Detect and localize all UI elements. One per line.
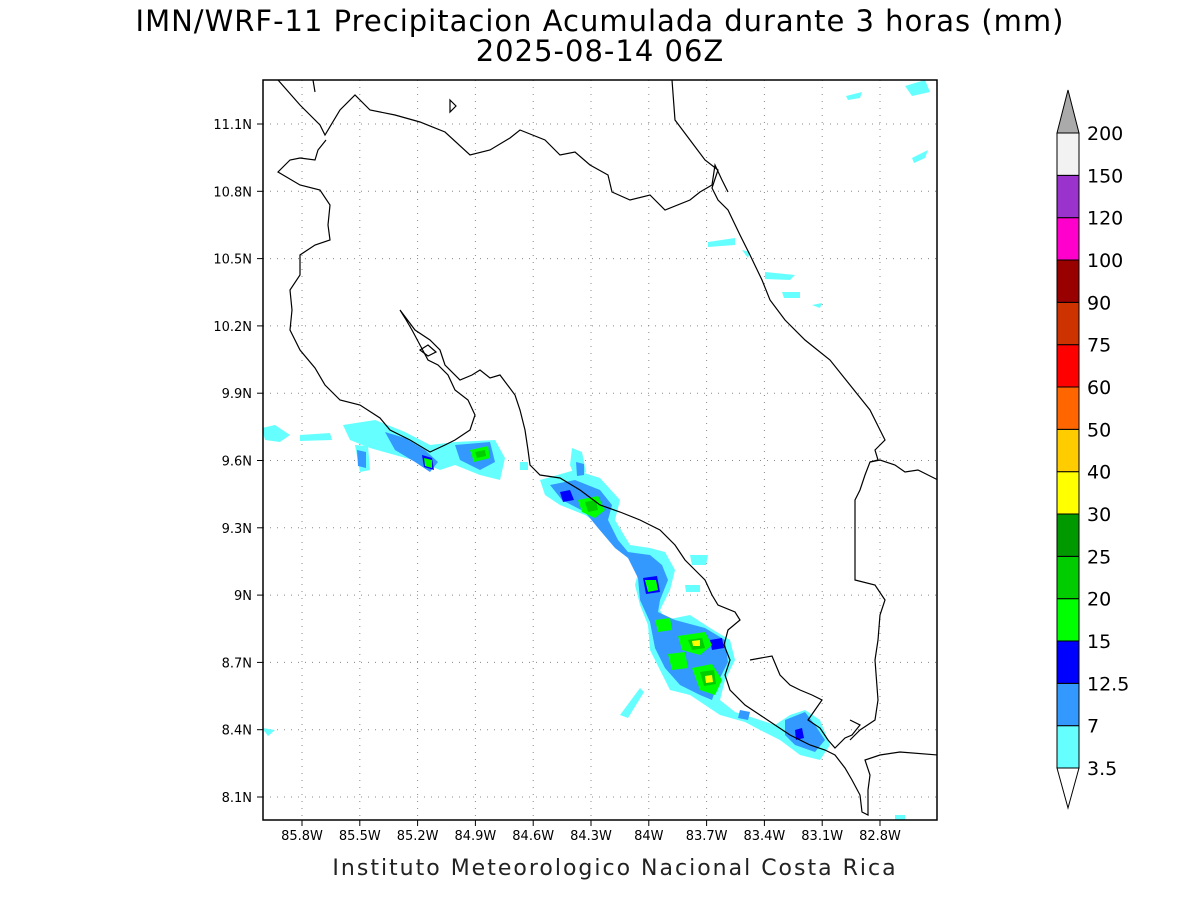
lat-tick-label: 10.8N — [213, 185, 252, 200]
lon-tick-label: 82.8W — [859, 829, 901, 844]
rain-cell — [895, 815, 905, 820]
lat-tick-label: 8.4N — [222, 724, 252, 739]
lat-tick-label: 10.2N — [213, 320, 252, 335]
colorbar-segment — [1056, 682, 1080, 727]
rain-cell — [785, 712, 825, 752]
lon-tick-label: 85.8W — [281, 829, 323, 844]
rain-cell — [475, 450, 486, 458]
precipitation-field — [263, 80, 930, 820]
colorbar-label: 40 — [1087, 462, 1111, 484]
colorbar-label: 100 — [1087, 250, 1123, 272]
rain-cell — [645, 580, 658, 592]
colorbar-segment — [1056, 259, 1080, 303]
lon-tick-label: 85.2W — [397, 829, 439, 844]
rain-cell — [742, 250, 750, 258]
lat-tick-label: 8.7N — [222, 656, 252, 671]
rain-cell — [782, 292, 800, 298]
colorbar-segment — [1056, 217, 1080, 261]
latitude-labels: 11.1N 10.8N 10.5N 10.2N 9.9N 9.6N 9.3N 9N 8.7N 8.… — [213, 118, 263, 806]
rain-cell — [560, 490, 574, 502]
colorbar-label: 75 — [1087, 335, 1111, 357]
map-frame — [262, 79, 938, 821]
rain-cell — [738, 710, 750, 720]
lat-tick-label: 9.6N — [222, 455, 252, 470]
colorbar-label: 3.5 — [1087, 758, 1117, 780]
rain-cell — [846, 92, 862, 100]
rain-cell — [655, 618, 672, 632]
coastline — [277, 80, 937, 816]
colorbar-segment — [1056, 301, 1080, 346]
colorbar: 3.5 7 12.5 15 20 25 30 40 50 60 75 90 100 120 150 200 — [1056, 89, 1129, 810]
colorbar-segment — [1056, 428, 1080, 473]
rain-cell — [765, 272, 795, 280]
rain-cell — [620, 688, 644, 718]
rain-cell — [905, 80, 930, 96]
colorbar-label: 150 — [1087, 165, 1123, 187]
rain-cell — [520, 462, 528, 470]
rain-cell — [812, 303, 822, 308]
colorbar-segment — [1056, 640, 1080, 684]
rain-cell — [576, 462, 584, 476]
lat-tick-label: 10.5N — [213, 253, 252, 268]
colorbar-label: 7 — [1087, 716, 1099, 738]
colorbar-label: 25 — [1087, 546, 1111, 568]
lon-tick-label: 84.3W — [570, 829, 612, 844]
rain-cell — [705, 675, 713, 683]
colorbar-label: 200 — [1087, 123, 1123, 145]
rain-cell — [540, 470, 830, 760]
colorbar-segment — [1056, 174, 1080, 219]
colorbar-label: 30 — [1087, 504, 1111, 526]
lat-tick-label: 11.1N — [213, 118, 252, 133]
rain-cell — [668, 652, 688, 670]
lon-tick-label: 83.4W — [743, 829, 785, 844]
longitude-labels: 85.8W 85.5W 85.2W 84.9W 84.6W 84.3W 84W 83.7W 83… — [281, 820, 901, 844]
lat-tick-label: 9.3N — [222, 522, 252, 537]
colorbar-label: 120 — [1087, 208, 1123, 230]
colorbar-label: 50 — [1087, 419, 1111, 441]
colorbar-over-triangle — [1056, 89, 1080, 134]
colorbar-label: 12.5 — [1087, 673, 1129, 695]
footer-credit: Instituto Meteorologico Nacional Costa R… — [332, 856, 898, 881]
rain-cell — [708, 238, 735, 247]
colorbar-segment — [1056, 598, 1080, 642]
rain-cell — [263, 425, 290, 442]
lon-tick-label: 85.5W — [339, 829, 381, 844]
colorbar-segment — [1056, 725, 1080, 769]
colorbar-under-triangle — [1056, 767, 1080, 810]
lat-tick-label: 8.1N — [222, 791, 252, 806]
rain-cell — [585, 500, 598, 512]
lon-tick-label: 84.6W — [512, 829, 554, 844]
rain-cell — [912, 150, 928, 163]
colorbar-label: 15 — [1087, 631, 1111, 653]
rain-cell — [424, 458, 432, 468]
lon-tick-label: 84.9W — [454, 829, 496, 844]
rain-cell — [300, 433, 332, 441]
lat-tick-label: 9.9N — [222, 387, 252, 402]
colorbar-label: 90 — [1087, 292, 1111, 314]
colorbar-segment — [1056, 386, 1080, 430]
lon-tick-label: 83.1W — [801, 829, 843, 844]
rain-cell — [710, 638, 724, 650]
rain-cell — [692, 640, 700, 646]
colorbar-segment — [1056, 555, 1080, 600]
colorbar-segment — [1056, 471, 1080, 515]
lon-tick-label: 83.7W — [686, 829, 728, 844]
map-date: 2025-08-14 06Z — [475, 34, 725, 68]
colorbar-label: 60 — [1087, 377, 1111, 399]
rain-cell — [685, 585, 700, 592]
colorbar-segment — [1056, 344, 1080, 388]
rain-cell — [263, 728, 275, 736]
lat-tick-label: 9N — [234, 589, 252, 604]
rain-cell — [795, 728, 804, 740]
lon-tick-label: 84W — [634, 829, 664, 844]
colorbar-segment — [1056, 132, 1080, 176]
rain-cell — [690, 555, 708, 565]
colorbar-segment — [1056, 513, 1080, 557]
map-title: IMN/WRF-11 Precipitacion Acumulada duran… — [135, 4, 1065, 38]
rain-cell — [357, 450, 366, 468]
colorbar-label: 20 — [1087, 589, 1111, 611]
